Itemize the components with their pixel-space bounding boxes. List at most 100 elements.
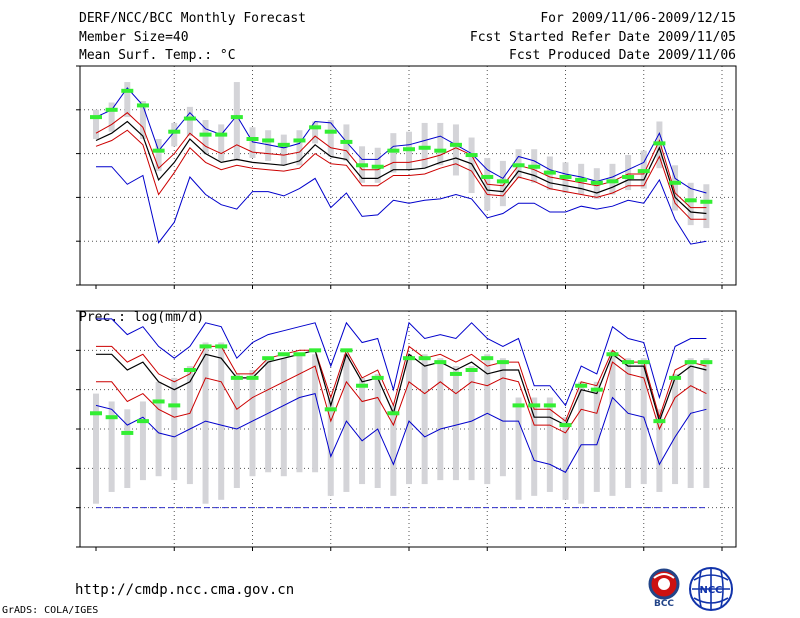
temp-obs-marker [418, 145, 431, 150]
prec-obs-marker [418, 356, 431, 361]
prec-range-bar [531, 397, 538, 496]
temp-obs-marker [543, 170, 556, 175]
temp-obs-marker [230, 115, 243, 120]
prec-range-bar [327, 397, 334, 496]
prec-obs-marker [481, 356, 494, 361]
prec-obs-marker [684, 360, 697, 365]
prec-obs-marker [168, 403, 181, 408]
temp-obs-marker [653, 141, 666, 146]
temp-range-bar [390, 133, 397, 173]
temp-range-bar [139, 101, 146, 139]
temp-range-bar [218, 124, 225, 161]
temp-obs-marker [136, 103, 149, 108]
temp-range-bar [703, 184, 710, 229]
temp-range-bar [327, 120, 334, 157]
prec-obs-marker [606, 352, 619, 357]
temp-ensemble-min-line [96, 166, 707, 245]
prec-obs-marker [340, 348, 353, 353]
source-url[interactable]: http://cmdp.ncc.cma.gov.cn [75, 582, 295, 598]
temp-obs-marker [700, 199, 713, 204]
prec-range-bar [640, 358, 647, 485]
prec-obs-marker [371, 375, 384, 380]
started-refer-date: Fcst Started Refer Date 2009/11/05 [469, 30, 736, 45]
prec-obs-marker [215, 344, 228, 349]
temp-range-bar [93, 109, 99, 139]
temp-range-bar [233, 82, 240, 161]
temp-obs-marker [262, 138, 275, 143]
temp-obs-marker [277, 142, 290, 147]
prec-obs-marker [293, 352, 306, 357]
prec-ensemble-mean-line [96, 349, 707, 426]
prec-range-bar [546, 397, 553, 492]
temp-obs-marker [90, 115, 102, 120]
temp-obs-marker [528, 164, 541, 169]
prec-range-bar [155, 381, 162, 477]
prec-obs-marker [590, 387, 603, 392]
temp-range-bar [186, 106, 193, 137]
grads-credit: GrADS: COLA/IGES [2, 605, 99, 616]
prec-range-bar [437, 358, 444, 481]
temp-obs-marker [669, 180, 682, 185]
temp-obs-marker [387, 148, 400, 153]
temp-lower-member-line [95, 129, 707, 220]
prec-obs-marker [669, 375, 682, 380]
prec-range-bar [406, 354, 412, 485]
temp-ensemble-max-line [95, 87, 707, 194]
temp-obs-marker [371, 164, 384, 169]
prec-range-bar [672, 373, 679, 485]
prec-obs-marker [434, 360, 447, 365]
chart-title: DERF/NCC/BCC Monthly Forecast [79, 11, 306, 26]
prec-range-bar [390, 405, 397, 496]
variable-label: Mean Surf. Temp.: °C [79, 48, 236, 63]
ncc-logo-text: NCC [699, 585, 722, 596]
prec-obs-marker [356, 383, 369, 388]
temp-obs-marker [559, 174, 572, 179]
temp-range-bar [468, 137, 475, 194]
prec-obs-marker [121, 430, 134, 435]
temp-range-bar [155, 139, 162, 172]
forecast-range: For 2009/11/06-2009/12/15 [540, 11, 736, 26]
temp-range-bar [202, 120, 209, 154]
temp-obs-marker [606, 179, 619, 184]
prec-obs-marker [152, 399, 165, 404]
prec-obs-marker [309, 348, 322, 353]
prec-range-bar [93, 393, 99, 504]
prec-range-bar [452, 366, 459, 481]
prec-obs-marker [136, 419, 149, 424]
member-size: Member Size=40 [79, 30, 189, 45]
prec-obs-marker [183, 368, 196, 372]
prec-obs-marker [559, 423, 572, 428]
temp-range-bar [108, 102, 115, 132]
prec-range-bar [265, 358, 272, 473]
temp-range-bar [672, 165, 679, 211]
prec-obs-marker [90, 411, 102, 416]
prec-obs-marker [387, 411, 400, 416]
temp-obs-marker [575, 177, 588, 182]
prec-range-bar [312, 354, 319, 473]
temp-obs-marker [168, 129, 181, 134]
temp-obs-marker [403, 147, 415, 152]
prec-obs-marker [512, 403, 525, 408]
temp-obs-marker [356, 163, 369, 168]
prec-obs-marker [465, 368, 478, 372]
prec-obs-marker [528, 403, 541, 408]
temp-obs-marker [637, 169, 650, 174]
prec-range-bar [139, 401, 146, 481]
temp-obs-marker [309, 125, 322, 130]
temp-ensemble-mean-line [95, 120, 707, 215]
prec-range-bar [280, 358, 287, 477]
prec-range-bar [656, 409, 663, 492]
prec-range-bar [249, 370, 256, 477]
prec-lower-member-line [96, 361, 707, 434]
temp-obs-marker [199, 132, 212, 137]
prec-range-bar [609, 350, 616, 496]
prec-range-bar [186, 366, 193, 485]
temp-obs-marker [465, 153, 478, 158]
prec-obs-marker [199, 344, 212, 349]
prec-range-bar [593, 381, 600, 492]
temp-obs-marker [246, 137, 259, 141]
temp-range-bar [280, 134, 287, 166]
temp-obs-marker [496, 179, 509, 184]
prec-obs-marker [403, 356, 415, 361]
temp-range-bar [625, 155, 632, 191]
